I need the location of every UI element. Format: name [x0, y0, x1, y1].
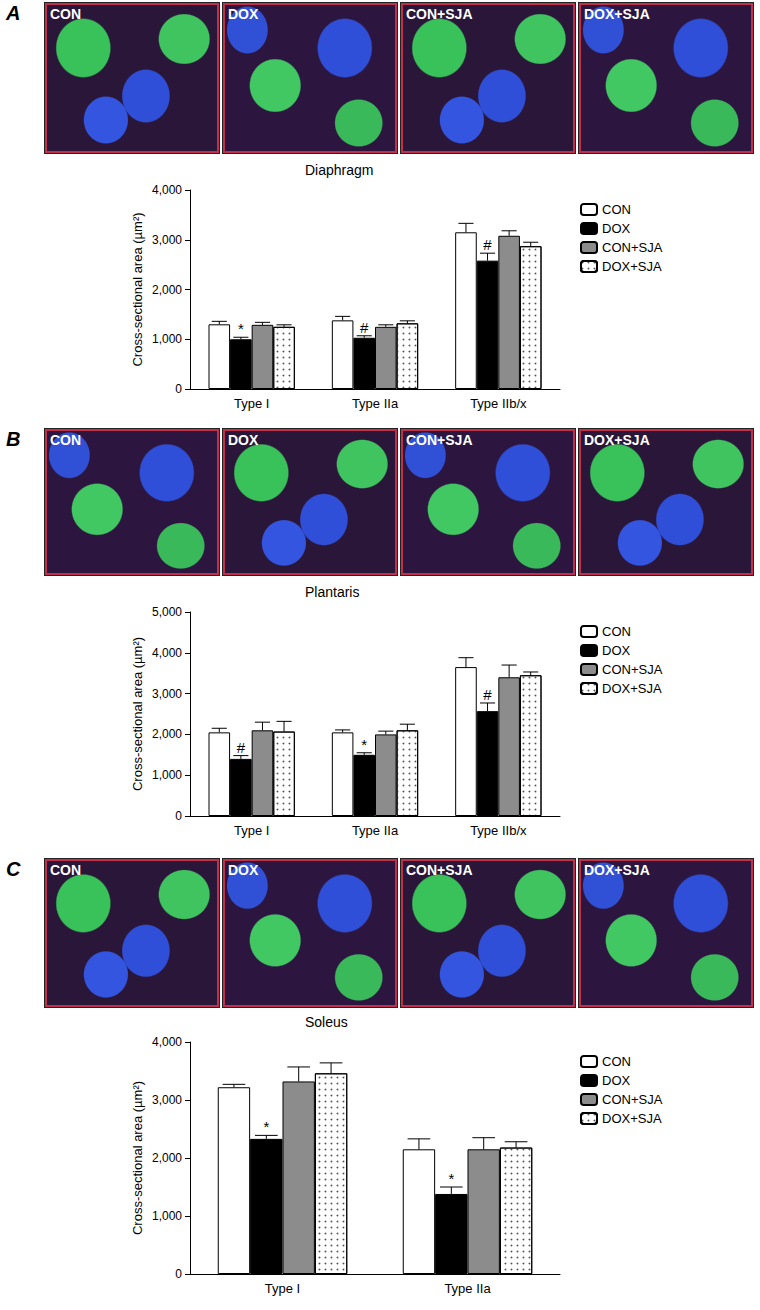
svg-text:Cross-sectional area (µm²): Cross-sectional area (µm²) — [130, 212, 145, 366]
svg-text:4,000: 4,000 — [152, 646, 182, 660]
svg-text:CON+SJA: CON+SJA — [602, 1092, 663, 1107]
svg-text:Type IIa: Type IIa — [352, 823, 399, 838]
svg-text:0: 0 — [175, 382, 182, 396]
svg-text:Cross-sectional area (µm²): Cross-sectional area (µm²) — [130, 1081, 145, 1235]
svg-text:DOX: DOX — [602, 221, 631, 236]
svg-text:CON: CON — [602, 624, 631, 639]
svg-text:Type I: Type I — [265, 1281, 300, 1296]
svg-text:2,000: 2,000 — [152, 283, 182, 297]
svg-text:Soleus: Soleus — [305, 1014, 348, 1030]
svg-text:Cross-sectional area (µm²): Cross-sectional area (µm²) — [130, 637, 145, 791]
html-text:DOX: DOX — [228, 862, 259, 878]
svg-text:*: * — [448, 1170, 454, 1187]
svg-text:5,000: 5,000 — [152, 605, 182, 619]
svg-text:#: # — [483, 686, 492, 703]
svg-text:CON: CON — [602, 202, 631, 217]
svg-text:*: * — [361, 736, 367, 753]
svg-text:Type IIb/x: Type IIb/x — [470, 396, 527, 411]
svg-text:3,000: 3,000 — [152, 1093, 182, 1107]
svg-text:DOX: DOX — [602, 643, 631, 658]
svg-text:1,000: 1,000 — [152, 768, 182, 782]
html-text:CON+SJA: CON+SJA — [406, 862, 473, 878]
svg-text:0: 0 — [175, 809, 182, 823]
svg-text:*: * — [263, 1118, 269, 1135]
svg-text:#: # — [483, 236, 492, 253]
html-text:B: B — [6, 428, 21, 450]
svg-text:CON: CON — [602, 1054, 631, 1069]
svg-text:4,000: 4,000 — [152, 183, 182, 197]
html-text:DOX+SJA: DOX+SJA — [584, 432, 650, 448]
html-text:DOX: DOX — [228, 432, 259, 448]
svg-text:DOX: DOX — [602, 1073, 631, 1088]
svg-text:Type IIa: Type IIa — [352, 396, 399, 411]
svg-text:3,000: 3,000 — [152, 687, 182, 701]
svg-text:CON+SJA: CON+SJA — [602, 662, 663, 677]
html-text:CON: CON — [50, 862, 82, 878]
svg-text:0: 0 — [175, 1267, 182, 1281]
html-text:CON: CON — [50, 6, 82, 22]
svg-text:Plantaris: Plantaris — [305, 584, 359, 600]
svg-text:Diaphragm: Diaphragm — [305, 162, 373, 178]
svg-text:2,000: 2,000 — [152, 1151, 182, 1165]
svg-text:DOX+SJA: DOX+SJA — [602, 1111, 662, 1126]
svg-text:2,000: 2,000 — [152, 727, 182, 741]
svg-text:1,000: 1,000 — [152, 332, 182, 346]
svg-text:Type I: Type I — [234, 396, 269, 411]
html-text:CON+SJA: CON+SJA — [406, 6, 473, 22]
html-text:DOX+SJA: DOX+SJA — [584, 862, 650, 878]
html-text:C: C — [6, 858, 21, 880]
svg-text:3,000: 3,000 — [152, 233, 182, 247]
svg-text:1,000: 1,000 — [152, 1209, 182, 1223]
html-text:A: A — [6, 2, 21, 24]
html-text:DOX+SJA: DOX+SJA — [584, 6, 650, 22]
html-text:DOX: DOX — [228, 6, 259, 22]
svg-text:#: # — [237, 739, 246, 756]
svg-text:DOX+SJA: DOX+SJA — [602, 681, 662, 696]
html-text:CON: CON — [50, 432, 82, 448]
html-text:CON+SJA: CON+SJA — [406, 432, 473, 448]
svg-text:*: * — [238, 320, 244, 337]
svg-text:Type I: Type I — [234, 823, 269, 838]
svg-text:Type IIb/x: Type IIb/x — [470, 823, 527, 838]
svg-text:DOX+SJA: DOX+SJA — [602, 259, 662, 274]
svg-text:4,000: 4,000 — [152, 1035, 182, 1049]
svg-text:#: # — [360, 319, 369, 336]
svg-text:CON+SJA: CON+SJA — [602, 240, 663, 255]
svg-text:Type IIa: Type IIa — [444, 1281, 491, 1296]
